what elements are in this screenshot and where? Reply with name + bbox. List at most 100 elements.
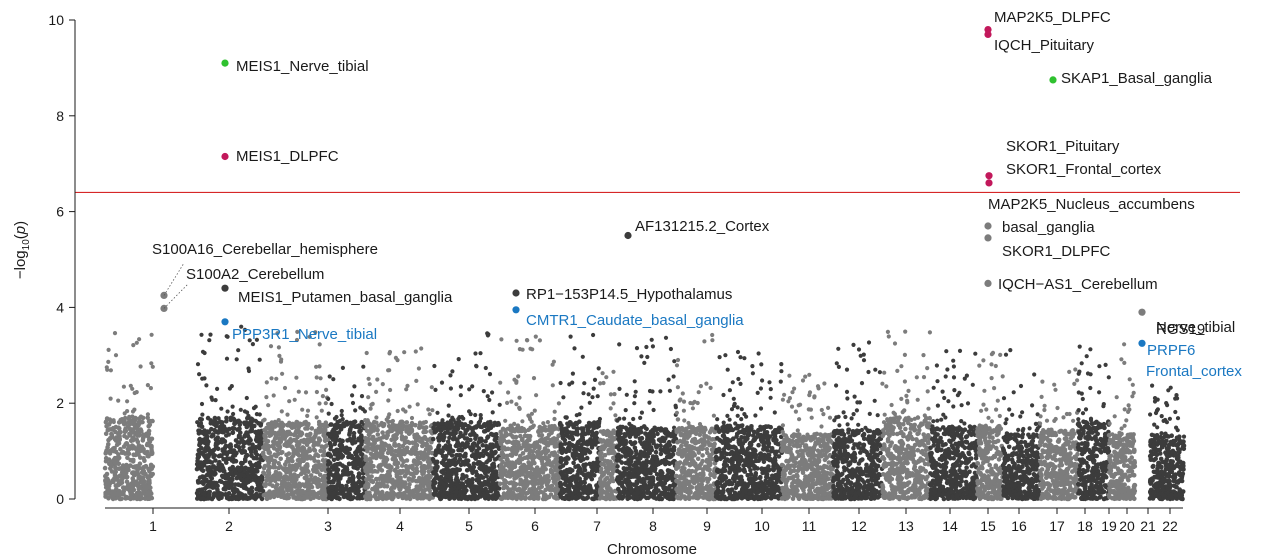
data-point	[140, 420, 145, 425]
data-point	[254, 419, 259, 424]
data-point	[483, 365, 488, 371]
data-point	[542, 455, 548, 460]
data-point	[344, 465, 350, 470]
data-point	[569, 477, 574, 483]
data-point	[326, 431, 331, 437]
data-point	[599, 483, 605, 488]
data-point	[331, 437, 337, 442]
data-point	[257, 464, 262, 470]
data-point	[497, 402, 502, 407]
data-point	[464, 436, 470, 441]
data-point	[562, 437, 568, 443]
data-point	[309, 438, 315, 444]
data-point	[379, 443, 384, 448]
data-point	[317, 437, 322, 443]
data-point	[212, 493, 217, 498]
chromosome-1-points	[102, 331, 156, 502]
data-point	[248, 449, 254, 455]
data-point	[112, 472, 118, 478]
data-point	[370, 434, 376, 440]
data-point	[131, 435, 136, 440]
data-point	[502, 478, 508, 484]
data-point	[376, 464, 381, 470]
data-point	[201, 460, 207, 465]
data-point	[332, 416, 338, 421]
data-point	[326, 411, 331, 416]
data-point	[444, 478, 449, 484]
data-point	[281, 422, 286, 427]
data-point	[308, 456, 314, 461]
data-point	[488, 486, 493, 491]
data-point	[500, 468, 506, 474]
data-point	[568, 422, 573, 427]
data-point	[375, 496, 381, 501]
data-point	[209, 465, 215, 470]
data-point	[574, 413, 579, 418]
data-point	[529, 419, 534, 424]
data-point	[137, 337, 142, 342]
data-point	[563, 415, 568, 420]
data-point	[108, 368, 113, 373]
data-point	[227, 426, 232, 432]
data-point	[363, 435, 368, 441]
data-point	[123, 474, 129, 480]
data-point	[425, 451, 431, 456]
data-point	[314, 364, 319, 369]
data-point	[145, 496, 151, 502]
data-point	[552, 494, 557, 500]
data-point	[386, 443, 392, 449]
data-point	[364, 477, 369, 482]
data-point	[106, 359, 111, 364]
data-point	[468, 445, 473, 451]
data-point	[587, 441, 593, 446]
data-point	[297, 484, 303, 489]
data-point	[540, 461, 545, 467]
data-point	[599, 461, 604, 467]
data-point	[303, 419, 308, 424]
data-point	[426, 473, 432, 479]
data-point	[602, 430, 607, 436]
data-point	[402, 473, 408, 479]
data-point	[419, 346, 424, 351]
data-point	[522, 433, 528, 439]
data-point	[631, 467, 636, 473]
data-point	[368, 446, 374, 451]
data-point	[551, 436, 557, 441]
data-point	[468, 412, 473, 417]
data-point	[338, 443, 344, 449]
data-point	[241, 481, 246, 486]
data-point	[397, 487, 402, 492]
data-point	[373, 489, 379, 494]
data-point	[589, 423, 595, 428]
data-point	[579, 405, 584, 410]
data-point	[103, 431, 109, 437]
data-point	[496, 422, 502, 427]
data-point	[138, 364, 143, 369]
data-point	[249, 485, 255, 491]
data-point	[534, 465, 540, 470]
data-point	[102, 465, 108, 471]
data-point	[336, 479, 342, 485]
data-point	[415, 402, 420, 407]
data-point	[392, 453, 398, 458]
data-point	[244, 424, 250, 430]
data-point	[281, 494, 286, 500]
data-point	[293, 429, 299, 435]
data-point	[199, 401, 205, 407]
data-point	[612, 392, 617, 397]
data-point	[439, 460, 445, 466]
data-point	[134, 425, 140, 431]
data-point	[134, 340, 139, 345]
data-point	[225, 409, 230, 414]
data-point	[340, 417, 345, 422]
data-point	[552, 423, 557, 429]
data-point	[115, 431, 121, 436]
data-point	[208, 448, 213, 454]
data-point	[143, 450, 148, 456]
data-point	[380, 382, 385, 387]
data-point	[216, 416, 221, 421]
data-point	[481, 389, 486, 394]
data-point	[543, 467, 548, 472]
data-point	[374, 389, 379, 394]
